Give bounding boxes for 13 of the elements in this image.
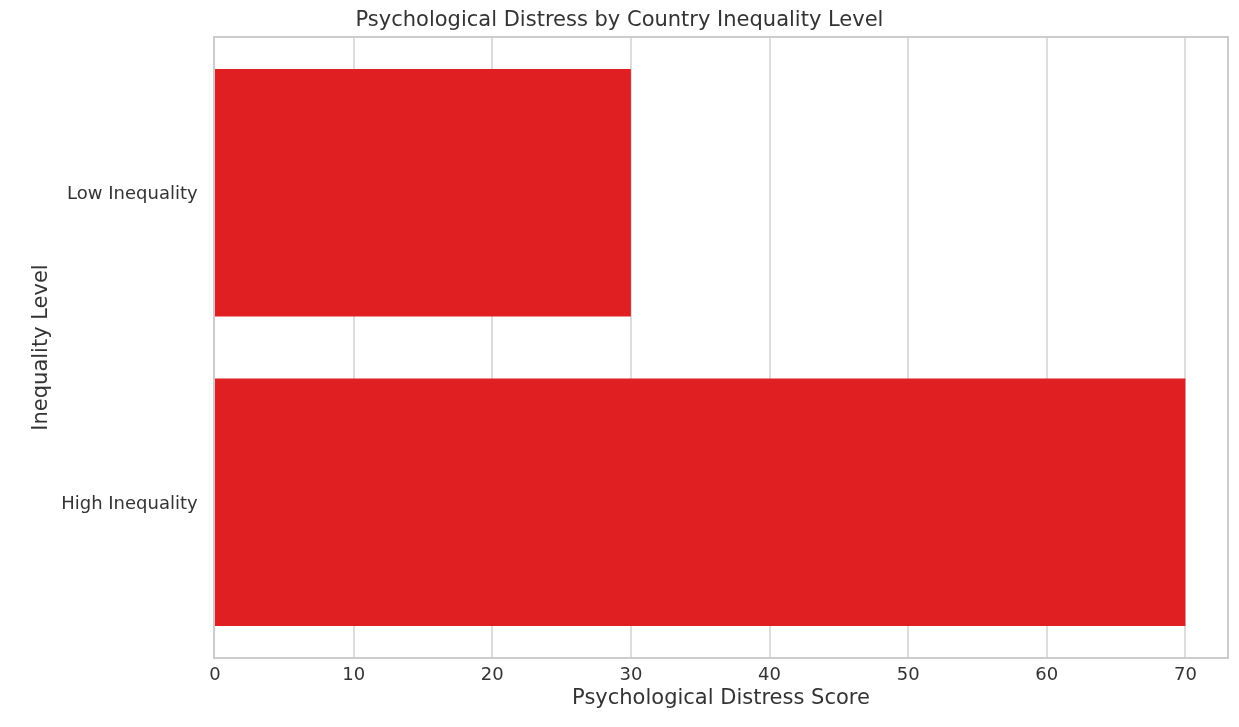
x-tick-label: 40 [758, 663, 781, 685]
chart-title: Psychological Distress by Country Inequality Level [355, 6, 884, 31]
x-tick-label: 30 [619, 663, 643, 685]
y-axis-title: Inequality Level [27, 264, 52, 431]
x-axis-title: Psychological Distress Score [572, 685, 870, 710]
x-tick-label: 20 [480, 663, 504, 685]
x-tick-label: 50 [896, 663, 920, 685]
y-tick-label: Low Inequality [67, 182, 198, 204]
x-tick-label: 0 [209, 663, 221, 685]
x-tick-label: 70 [1173, 663, 1197, 685]
y-tick-label: High Inequality [61, 491, 198, 513]
x-tick-label: 10 [342, 663, 366, 685]
x-tick-label: 60 [1035, 663, 1059, 685]
